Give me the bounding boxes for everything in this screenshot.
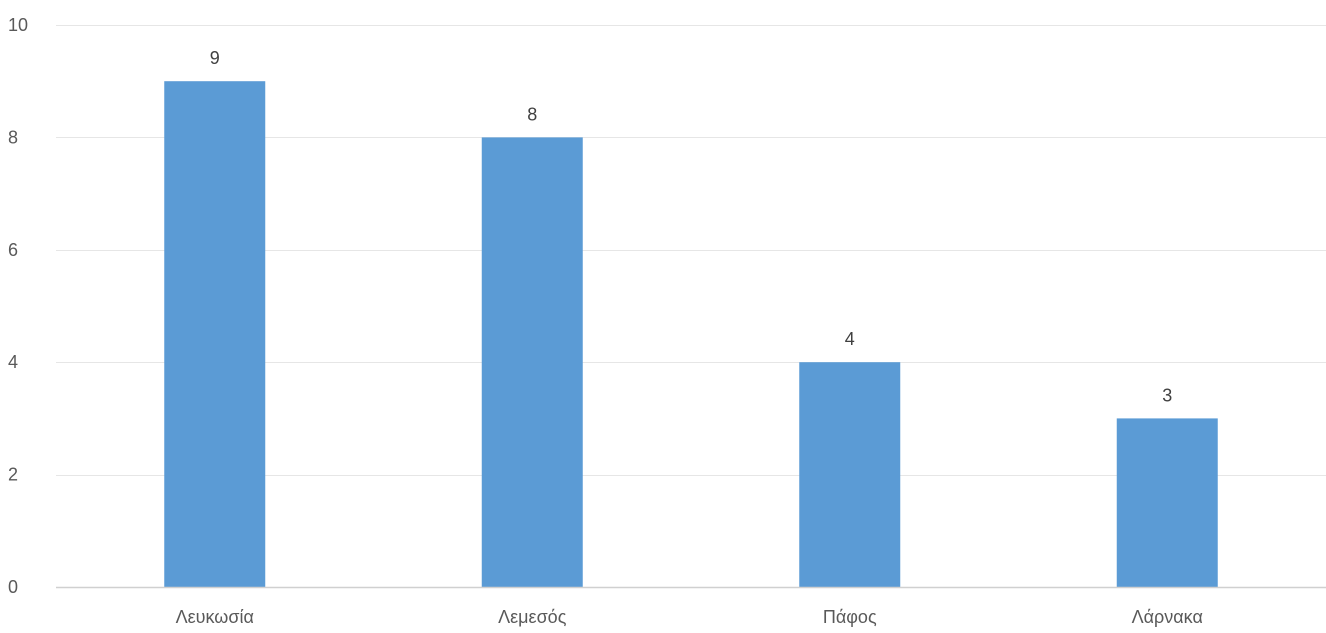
data-label: 8 xyxy=(527,104,537,124)
x-tick-label: Λάρνακα xyxy=(1132,607,1203,627)
data-label: 3 xyxy=(1162,385,1172,405)
y-tick-label: 6 xyxy=(8,240,18,260)
bar xyxy=(481,137,583,587)
x-tick-labels: Λευκωσία Λεμεσός Πάφος Λάρνακα xyxy=(176,607,1203,627)
bar xyxy=(164,81,266,587)
x-tick-label: Λεμεσός xyxy=(498,607,567,627)
y-tick-labels: 0 2 4 6 8 10 xyxy=(8,15,28,597)
x-tick-label: Πάφος xyxy=(823,607,877,627)
data-label: 4 xyxy=(845,329,855,349)
y-tick-label: 8 xyxy=(8,127,18,147)
data-label: 9 xyxy=(210,48,220,68)
bars xyxy=(164,81,1218,587)
bar xyxy=(799,362,901,587)
x-tick-label: Λευκωσία xyxy=(176,607,254,627)
y-tick-label: 10 xyxy=(8,15,28,35)
data-labels: 9 8 4 3 xyxy=(210,48,1173,405)
y-tick-label: 4 xyxy=(8,352,18,372)
y-tick-label: 0 xyxy=(8,577,18,597)
y-tick-label: 2 xyxy=(8,465,18,485)
gridlines xyxy=(56,25,1326,476)
bar xyxy=(1116,418,1218,587)
